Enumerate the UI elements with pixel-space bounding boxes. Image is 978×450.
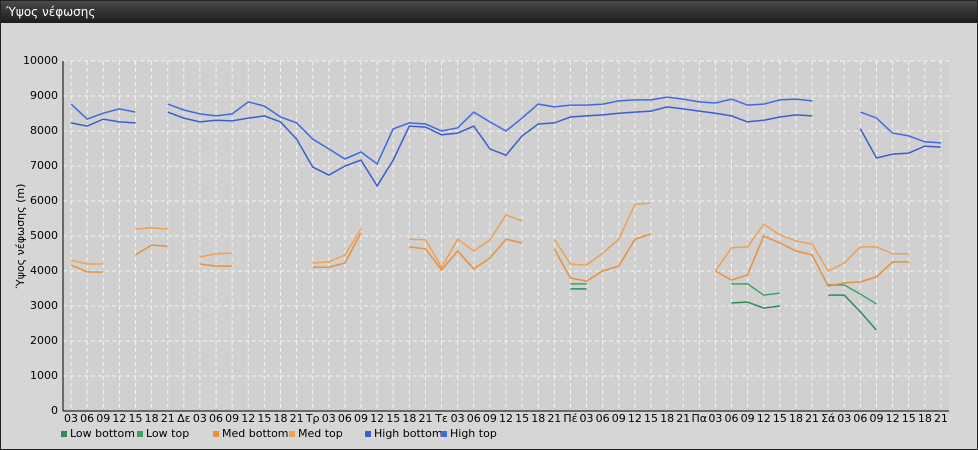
x-tick-label: Δε	[177, 412, 191, 425]
x-tick-label: 15	[902, 412, 916, 425]
legend-label: Med bottom	[222, 427, 289, 440]
y-tick-label: 10000	[23, 54, 58, 67]
x-tick-label: 15	[515, 412, 529, 425]
y-tick-label: 4000	[30, 264, 58, 277]
x-tick-label: 12	[241, 412, 255, 425]
x-tick-label: 15	[386, 412, 400, 425]
x-tick-label: 21	[934, 412, 948, 425]
x-tick-label: Τρ	[305, 412, 320, 425]
series-line	[70, 96, 941, 166]
legend-swatch	[61, 431, 67, 437]
x-tick-label: 09	[96, 412, 110, 425]
x-tick-label: Σά	[821, 412, 835, 425]
x-tick-label: 06	[596, 412, 610, 425]
y-tick-label: 1000	[30, 369, 58, 382]
legend-label: Med top	[298, 427, 343, 440]
x-tick-label: 15	[644, 412, 658, 425]
legend-label: High bottom	[374, 427, 443, 440]
x-tick-label: 15	[128, 412, 142, 425]
x-tick-label: 09	[354, 412, 368, 425]
x-tick-label: 18	[273, 412, 287, 425]
x-tick-label: 06	[725, 412, 739, 425]
series-line	[70, 232, 909, 287]
y-axis-label: Ύψος νέφωσης (m)	[14, 184, 27, 290]
x-tick-label: 09	[612, 412, 626, 425]
x-tick-label: 06	[853, 412, 867, 425]
series-line	[570, 288, 878, 331]
x-tick-label: 18	[918, 412, 932, 425]
y-tick-label: 2000	[30, 334, 58, 347]
y-tick-label: 7000	[30, 159, 58, 172]
y-tick-label: 0	[51, 404, 58, 417]
x-tick-label: 12	[628, 412, 642, 425]
x-tick-label: 06	[80, 412, 94, 425]
y-tick-label: 3000	[30, 299, 58, 312]
x-tick-label: 09	[483, 412, 497, 425]
x-tick-label: 03	[193, 412, 207, 425]
y-tick-label: 5000	[30, 229, 58, 242]
legend-swatch	[289, 431, 295, 437]
x-tick-label: 15	[257, 412, 271, 425]
x-tick-label: 18	[402, 412, 416, 425]
x-tick-label: 18	[145, 412, 159, 425]
y-tick-label: 8000	[30, 124, 58, 137]
x-tick-label: 03	[451, 412, 465, 425]
legend-swatch	[365, 431, 371, 437]
x-tick-label: 21	[161, 412, 175, 425]
chart: Ύψος νέφωσης (m) 0 1000 2000 3000 4000 5000 60…	[14, 54, 949, 440]
series-line	[70, 106, 941, 188]
legend-label: Low top	[146, 427, 189, 440]
x-tick-label: 12	[370, 412, 384, 425]
y-tick-label: 6000	[30, 194, 58, 207]
x-tick-label: 21	[418, 412, 432, 425]
x-tick-label: 18	[789, 412, 803, 425]
x-tick-label: Τε	[434, 412, 448, 425]
x-tick-label: 06	[338, 412, 352, 425]
x-tick-label: 03	[837, 412, 851, 425]
x-tick-label: 12	[112, 412, 126, 425]
x-tick-label: 18	[660, 412, 674, 425]
x-tick-label: 03	[64, 412, 78, 425]
x-tick-label: 03	[322, 412, 336, 425]
x-tick-label: 18	[531, 412, 545, 425]
x-tick-label: 06	[467, 412, 481, 425]
x-tick-label: 21	[290, 412, 304, 425]
legend-swatch	[213, 431, 219, 437]
series-line	[70, 202, 909, 272]
x-tick-label: 06	[209, 412, 223, 425]
x-tick-label: 12	[757, 412, 771, 425]
x-tick-label: Πα	[692, 412, 708, 425]
x-tick-label: 12	[499, 412, 513, 425]
x-tick-label: 21	[676, 412, 690, 425]
x-tick-label: 09	[225, 412, 239, 425]
y-tick-label: 9000	[30, 89, 58, 102]
x-tick-label: 21	[547, 412, 561, 425]
window-title: Ύψος νέφωσης	[1, 1, 977, 23]
x-tick-label: Πέ	[563, 412, 577, 425]
x-tick-label: 21	[805, 412, 819, 425]
x-tick-label: 03	[708, 412, 722, 425]
legend-label: High top	[450, 427, 497, 440]
x-tick-label: 09	[870, 412, 884, 425]
x-tick-label: 12	[886, 412, 900, 425]
x-tick-label: 15	[773, 412, 787, 425]
legend-swatch	[137, 431, 143, 437]
legend-label: Low bottom	[70, 427, 135, 440]
x-tick-label: 09	[741, 412, 755, 425]
x-tick-label: 03	[580, 412, 594, 425]
legend-swatch	[441, 431, 447, 437]
